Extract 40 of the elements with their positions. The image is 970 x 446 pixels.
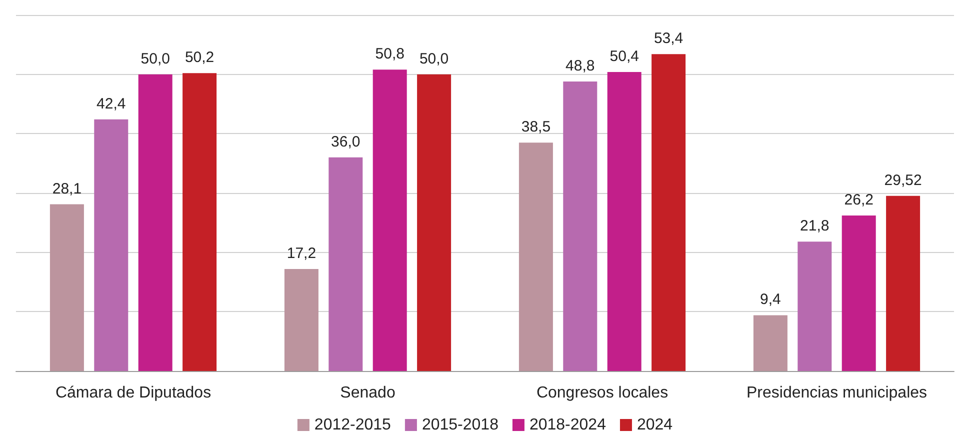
bar — [328, 157, 363, 371]
data-label: 53,4 — [654, 30, 684, 48]
legend-label: 2018-2024 — [529, 416, 606, 434]
bar — [563, 81, 598, 371]
data-label: 21,8 — [800, 218, 830, 235]
legend-label: 2012-2015 — [314, 416, 392, 434]
data-label: 29,52 — [884, 172, 922, 189]
data-label: 48,8 — [566, 57, 595, 74]
x-tick-label: Cámara de Diputados — [55, 384, 212, 402]
bar — [94, 119, 128, 371]
data-label: 50,0 — [419, 50, 449, 68]
bar — [607, 72, 642, 371]
data-label: 28,1 — [52, 180, 82, 198]
bar — [798, 242, 832, 371]
data-label: 17,2 — [286, 244, 316, 262]
data-label: 36,0 — [331, 133, 360, 150]
x-tick-label: Congresos locales — [536, 384, 668, 402]
bar — [284, 268, 318, 371]
bar — [182, 73, 217, 371]
bar — [138, 74, 172, 371]
bar — [417, 74, 452, 371]
data-label: 38,5 — [521, 118, 551, 136]
data-label: 9,4 — [760, 291, 781, 308]
data-label: 50,2 — [184, 49, 214, 66]
bar — [652, 54, 686, 371]
legend-label: 2015-2018 — [422, 416, 499, 434]
bar — [753, 315, 788, 371]
bar — [842, 216, 876, 371]
bar — [886, 196, 920, 371]
bar — [518, 142, 553, 371]
bar — [50, 204, 84, 371]
data-label: 42,4 — [96, 95, 126, 112]
x-tick-label: Presidencias municipales — [746, 384, 928, 402]
data-label: 50,8 — [375, 46, 404, 63]
x-tick-label: Senado — [340, 384, 396, 402]
legend-label: 2024 — [636, 416, 673, 434]
data-label: 50,0 — [140, 50, 170, 68]
data-label: 50,4 — [610, 48, 639, 65]
bar — [372, 70, 407, 371]
data-label: 26,2 — [844, 192, 874, 209]
